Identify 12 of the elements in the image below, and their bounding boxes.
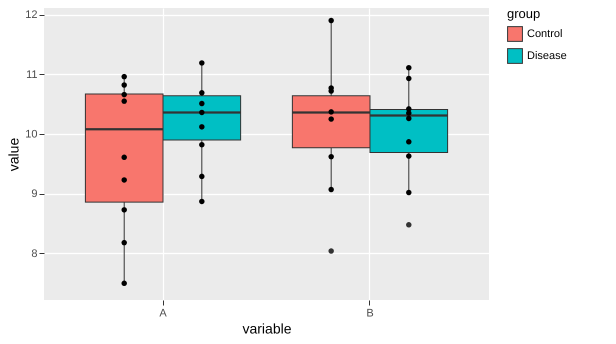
y-tick-label: 12 bbox=[25, 9, 38, 22]
legend-label: Control bbox=[527, 28, 562, 40]
legend-label: Disease bbox=[527, 50, 567, 62]
x-tick-label: B bbox=[366, 308, 374, 320]
y-tick-label: 10 bbox=[25, 128, 38, 140]
y-axis-title: value bbox=[5, 138, 22, 172]
y-tick-label: 11 bbox=[26, 68, 38, 81]
y-tick-label: 9 bbox=[31, 188, 38, 200]
x-tick-label: A bbox=[159, 308, 168, 320]
y-tick-label: 8 bbox=[31, 248, 38, 260]
legend-title: group bbox=[507, 6, 540, 21]
x-axis-title: variable bbox=[242, 320, 292, 336]
